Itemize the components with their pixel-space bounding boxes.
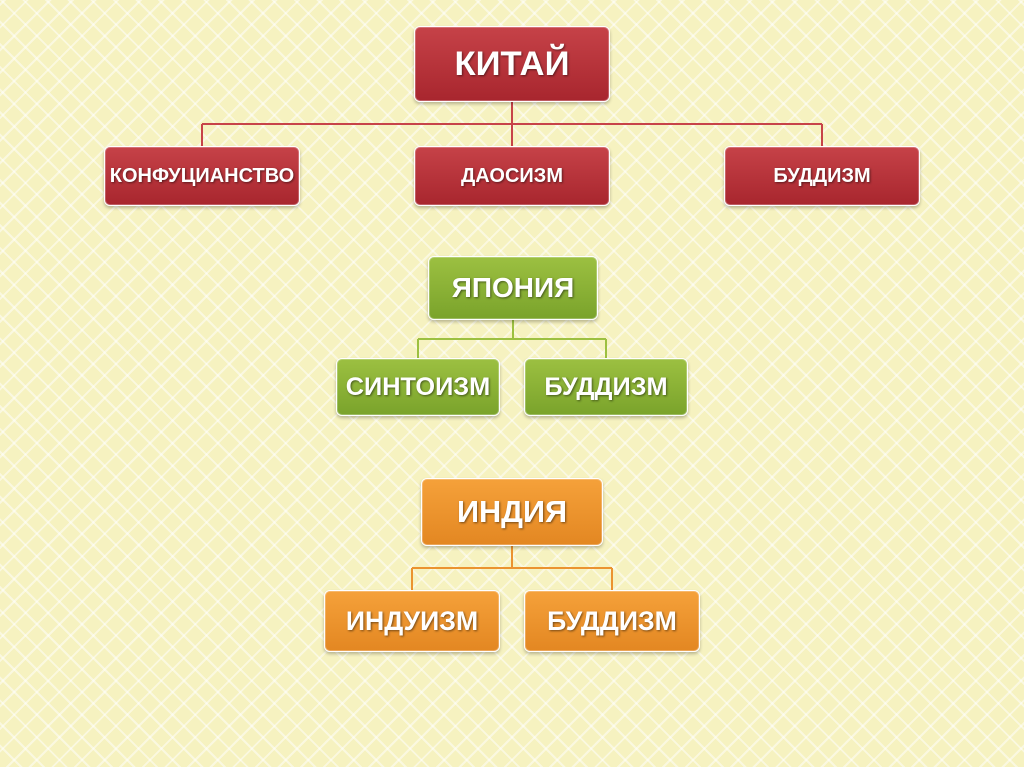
node-india-child-0: ИНДУИЗМ (324, 590, 500, 652)
node-japan-child-0: СИНТОИЗМ (336, 358, 500, 416)
node-india-child-1: БУДДИЗМ (524, 590, 700, 652)
node-japan-child-1: БУДДИЗМ (524, 358, 688, 416)
node-japan-root: ЯПОНИЯ (428, 256, 598, 320)
node-china-child-0: КОНФУЦИАНСТВО (104, 146, 300, 206)
diagram-canvas: КИТАЙ КОНФУЦИАНСТВО ДАОСИЗМ БУДДИЗМ ЯПОНИЯ СИ… (0, 0, 1024, 767)
node-china-child-2: БУДДИЗМ (724, 146, 920, 206)
node-india-root: ИНДИЯ (421, 478, 603, 546)
node-china-root: КИТАЙ (414, 26, 610, 102)
node-china-child-1: ДАОСИЗМ (414, 146, 610, 206)
